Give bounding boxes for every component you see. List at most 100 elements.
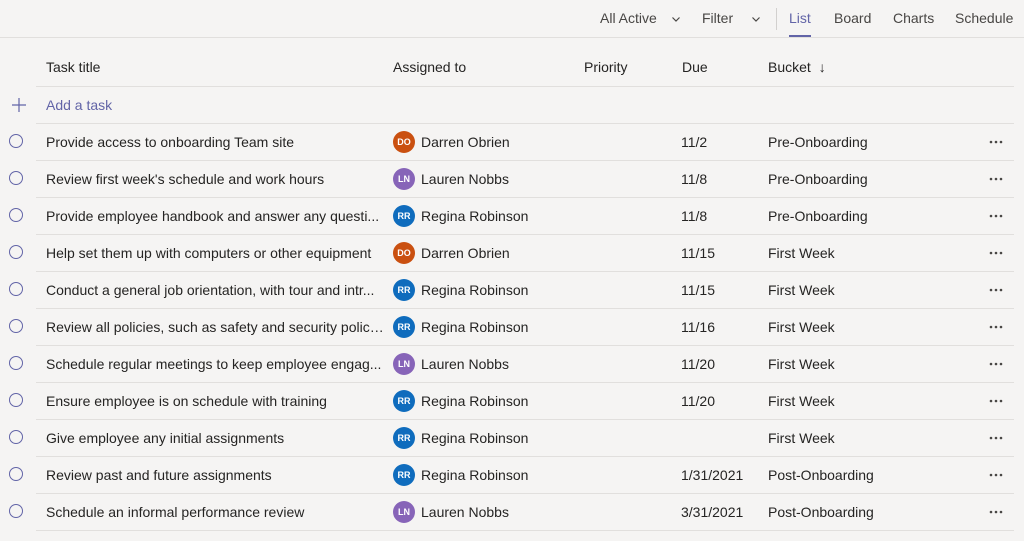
more-options-icon[interactable] (988, 467, 1004, 483)
assignee-name: Darren Obrien (421, 245, 510, 261)
avatar: DO (393, 131, 415, 153)
assignee-name: Lauren Nobbs (421, 504, 509, 520)
toolbar-divider (776, 8, 777, 30)
filter-dropdown[interactable]: Filter (702, 0, 761, 37)
more-options-icon[interactable] (988, 245, 1004, 261)
avatar: RR (393, 427, 415, 449)
complete-task-checkbox[interactable] (9, 282, 23, 296)
scope-filter-label: All Active (600, 10, 657, 26)
assignee-name: Lauren Nobbs (421, 171, 509, 187)
task-row[interactable]: Review past and future assignments RR Regi… (9, 457, 1014, 494)
chevron-down-icon (671, 1, 681, 38)
column-header-due[interactable]: Due (682, 59, 708, 75)
tab-board[interactable]: Board (834, 10, 872, 26)
complete-task-checkbox[interactable] (9, 171, 23, 185)
more-options-icon[interactable] (988, 430, 1004, 446)
tab-list[interactable]: List (789, 0, 811, 37)
bucket-name: First Week (768, 319, 835, 335)
complete-task-checkbox[interactable] (9, 208, 23, 222)
task-title[interactable]: Schedule an informal performance review (46, 504, 305, 520)
column-header-assigned-to[interactable]: Assigned to (393, 59, 467, 75)
task-row[interactable]: Schedule an informal performance review L… (9, 494, 1014, 531)
avatar: RR (393, 279, 415, 301)
more-options-icon[interactable] (988, 282, 1004, 298)
task-row[interactable]: Review all policies, such as safety and … (9, 309, 1014, 346)
task-title[interactable]: Review all policies, such as safety and … (46, 319, 386, 335)
more-options-icon[interactable] (988, 504, 1004, 520)
complete-task-checkbox[interactable] (9, 393, 23, 407)
complete-task-checkbox[interactable] (9, 356, 23, 370)
bucket-name: First Week (768, 393, 835, 409)
tab-schedule[interactable]: Schedule (955, 10, 1014, 26)
complete-task-checkbox[interactable] (9, 319, 23, 333)
bucket-name: Pre-Onboarding (768, 134, 868, 150)
assignee-name: Lauren Nobbs (421, 356, 509, 372)
task-row[interactable]: Conduct a general job orientation, with … (9, 272, 1014, 309)
bucket-name: First Week (768, 430, 835, 446)
assignee-name: Regina Robinson (421, 282, 529, 298)
task-title[interactable]: Review past and future assignments (46, 467, 272, 483)
task-title[interactable]: Give employee any initial assignments (46, 430, 285, 446)
task-row[interactable]: Provide employee handbook and answer any… (9, 198, 1014, 235)
task-row[interactable]: Provide access to onboarding Team site DO… (9, 124, 1014, 161)
due-date: 11/15 (681, 282, 715, 298)
assignee-name: Regina Robinson (421, 319, 529, 335)
header-divider (36, 86, 1014, 87)
scope-filter-dropdown[interactable]: All Active (600, 0, 681, 37)
complete-task-checkbox[interactable] (9, 245, 23, 259)
complete-task-checkbox[interactable] (9, 504, 23, 518)
avatar: RR (393, 390, 415, 412)
task-title[interactable]: Review first week's schedule and work ho… (46, 171, 325, 187)
complete-task-checkbox[interactable] (9, 467, 23, 481)
more-options-icon[interactable] (988, 319, 1004, 335)
task-row[interactable]: Help set them up with computers or other… (9, 235, 1014, 272)
column-header-priority[interactable]: Priority (584, 59, 628, 75)
task-row[interactable]: Ensure employee is on schedule with trai… (9, 383, 1014, 420)
complete-task-checkbox[interactable] (9, 134, 23, 148)
task-list: Provide access to onboarding Team site DO… (0, 124, 1024, 531)
avatar: RR (393, 205, 415, 227)
add-task-divider (36, 123, 1014, 124)
task-title[interactable]: Ensure employee is on schedule with trai… (46, 393, 327, 409)
sort-descending-icon: ↓ (818, 59, 826, 75)
assignee-name: Darren Obrien (421, 134, 510, 150)
assignee-name: Regina Robinson (421, 393, 529, 409)
task-title[interactable]: Provide access to onboarding Team site (46, 134, 294, 150)
assignee-name: Regina Robinson (421, 467, 529, 483)
more-options-icon[interactable] (988, 171, 1004, 187)
avatar: LN (393, 501, 415, 523)
due-date: 1/31/2021 (681, 467, 744, 483)
avatar: RR (393, 316, 415, 338)
due-date: 11/15 (681, 245, 715, 261)
assignee-name: Regina Robinson (421, 208, 529, 224)
task-title[interactable]: Schedule regular meetings to keep employ… (46, 356, 382, 372)
column-header-bucket[interactable]: Bucket ↓ (768, 59, 826, 75)
plus-icon[interactable] (11, 97, 27, 113)
task-title[interactable]: Help set them up with computers or other… (46, 245, 372, 261)
more-options-icon[interactable] (988, 208, 1004, 224)
task-row[interactable]: Review first week's schedule and work ho… (9, 161, 1014, 198)
complete-task-checkbox[interactable] (9, 430, 23, 444)
task-row[interactable]: Give employee any initial assignments RR R… (9, 420, 1014, 457)
due-date: 11/20 (681, 356, 715, 372)
task-row[interactable]: Schedule regular meetings to keep employ… (9, 346, 1014, 383)
due-date: 11/8 (681, 171, 708, 187)
task-title[interactable]: Conduct a general job orientation, with … (46, 282, 375, 298)
bucket-name: Pre-Onboarding (768, 171, 868, 187)
more-options-icon[interactable] (988, 356, 1004, 372)
more-options-icon[interactable] (988, 134, 1004, 150)
more-options-icon[interactable] (988, 393, 1004, 409)
due-date: 11/20 (681, 393, 715, 409)
assignee-name: Regina Robinson (421, 430, 529, 446)
task-title[interactable]: Provide employee handbook and answer any… (46, 208, 380, 224)
avatar: LN (393, 353, 415, 375)
tab-charts[interactable]: Charts (893, 10, 935, 26)
bucket-name: Post-Onboarding (768, 467, 874, 483)
column-header-task-title[interactable]: Task title (46, 59, 101, 75)
toolbar: All Active Filter List Board Charts Sche… (0, 0, 1024, 38)
bucket-name: Post-Onboarding (768, 504, 874, 520)
avatar: LN (393, 168, 415, 190)
bucket-name: First Week (768, 356, 835, 372)
add-task-button[interactable]: Add a task (46, 97, 113, 113)
avatar: DO (393, 242, 415, 264)
